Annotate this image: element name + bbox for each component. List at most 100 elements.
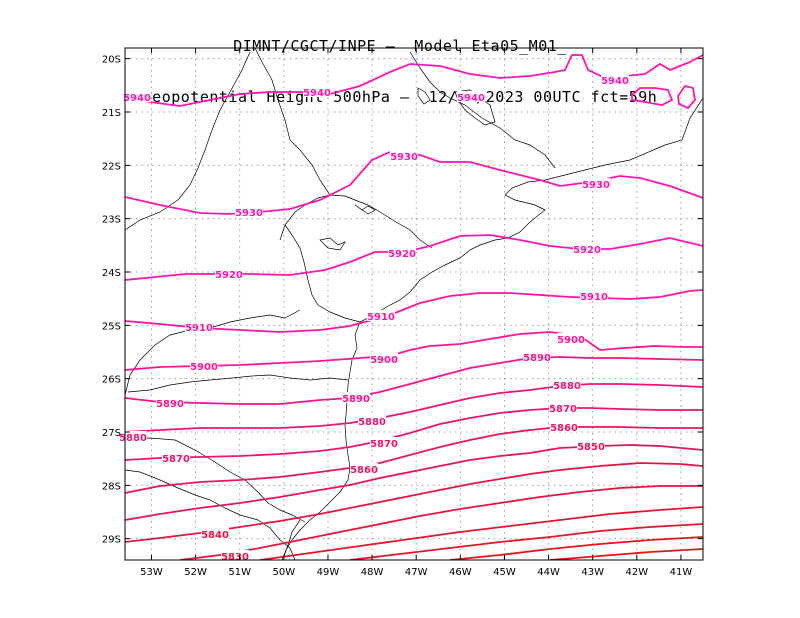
contour-5900 [125,331,703,371]
contour-5870 [125,407,703,461]
contour-label-5900: 5900 [557,335,585,346]
lat-label: 24S [102,268,121,279]
state-border-ms [125,51,251,231]
contour-label-5860: 5860 [550,423,578,434]
contour-label-5880: 5880 [119,433,147,444]
contour-label-5880: 5880 [358,417,386,428]
contour-label-5930: 5930 [390,152,418,163]
lon-label: 42W [626,567,649,578]
contour-label-bg [190,360,218,371]
lon-label: 45W [493,567,516,578]
state-border-pr-sc [127,374,349,393]
lon-label: 48W [361,567,384,578]
contour-label-5900: 5900 [190,362,218,373]
contour-label-5910: 5910 [185,323,213,334]
contour-5940 [677,84,696,110]
contour-label-bg [215,268,243,279]
contour-label-5940: 5940 [601,76,629,87]
lat-label: 21S [102,108,121,119]
contour-label-bg [162,452,190,463]
contour-5880 [125,383,703,433]
contour-label-bg [303,86,331,97]
contour-label-bg [550,421,578,432]
contour-label-5900: 5900 [370,355,398,366]
axis-ticks: 20S 21S 22S 23S 24S 25S 26S 27S 28S 29S 53W 52W 51W 5… [102,48,703,578]
title-line-1: DIMNT/CGCT/INPE – Model Eta05_M01_ [233,37,567,55]
contour-label-5860: 5860 [350,465,378,476]
contour-label-bg [185,321,213,332]
contour-label-bg [523,351,551,362]
coastline-and-borders [125,48,703,560]
contour-label-bg [201,528,229,539]
contour-label-bg [582,178,610,189]
lon-label: 47W [405,567,428,578]
lon-label: 50W [273,567,296,578]
contour-label-bg [235,206,263,217]
lon-label: 53W [140,567,163,578]
contour-label-bg [557,333,585,344]
state-border-mg-north [409,51,556,169]
state-border-mg-go [254,48,331,196]
contour-label-5940: 5940 [303,88,331,99]
island-outline-1 [319,237,346,251]
lon-label: 52W [184,567,207,578]
contour-label-5940: 5940 [457,93,485,104]
contour-label-5870: 5870 [549,404,577,415]
contour-label-bg [388,247,416,258]
lon-label: 51W [228,567,251,578]
contour-label-5890: 5890 [342,394,370,405]
contour-5890 [125,356,703,405]
contour-label-bg [553,379,581,390]
map-title: DIMNT/CGCT/INPE – Model Eta05_M01_ Geopo… [0,4,800,123]
contour-label-bg [573,243,601,254]
lon-label: 46W [449,567,472,578]
contour-label-5870: 5870 [162,454,190,465]
contour-label-5920: 5920 [215,270,243,281]
contour-label-5890: 5890 [156,399,184,410]
lon-label: 49W [317,567,340,578]
contour-5830 [179,485,703,560]
contour-labels: 5940 5940 5940 5940 5930 5930 5930 5920 5920 5920… [119,74,629,563]
contour-label-bg [390,150,418,161]
contour-unlabeled [349,523,703,560]
contour-label-5870: 5870 [370,439,398,450]
plot-frame [124,47,704,561]
contour-label-bg [119,431,147,442]
lat-label: 22S [102,161,121,172]
lat-label: 25S [102,321,121,332]
contour-label-bg [221,550,249,561]
contour-label-5920: 5920 [573,245,601,256]
contour-5860 [125,426,703,494]
contour-unlabeled [549,548,703,560]
contour-label-bg [601,74,629,85]
contour-label-bg [370,353,398,364]
contour-label-5910: 5910 [580,292,608,303]
contour-label-bg [342,392,370,403]
contour-label-5930: 5930 [235,208,263,219]
contour-label-bg [358,415,386,426]
lat-label: 23S [102,215,121,226]
contour-label-5930: 5930 [582,180,610,191]
contour-5940 [631,87,674,106]
contour-label-5880: 5880 [553,381,581,392]
lagoon-outline [283,519,301,557]
graticule [125,48,703,560]
contour-label-5890: 5890 [523,353,551,364]
lat-label: 26S [102,375,121,386]
border-rs-uruguay [125,469,296,560]
state-border-sc-rs [125,437,306,523]
contour-label-bg [123,91,151,102]
contour-label-5940: 5940 [123,93,151,104]
lon-label: 43W [581,567,604,578]
contour-label-bg [370,437,398,448]
contour-label-bg [367,310,395,321]
contour-label-5840: 5840 [201,530,229,541]
contour-label-bg [577,440,605,451]
lat-label: 20S [102,55,121,66]
lat-label: 29S [102,535,121,546]
contour-5910 [125,289,703,333]
contour-label-bg [580,290,608,301]
lake-outline-2 [417,87,431,105]
contour-label-5920: 5920 [388,249,416,260]
